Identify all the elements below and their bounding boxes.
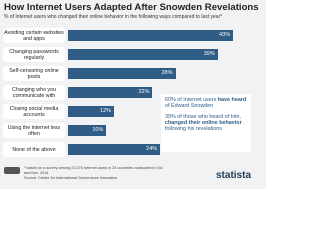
y-tick-label: Self-censoring online posts <box>3 66 65 81</box>
value-label: 28% <box>161 70 173 76</box>
annotation-text: of Edward Snowden <box>165 103 214 110</box>
annotation-text: have heard <box>217 97 247 103</box>
y-tick-label: Closing social media accounts <box>3 104 65 119</box>
bar <box>68 106 115 117</box>
annotation-text: following his revelations <box>165 126 222 133</box>
source: Source: Centre for International Governa… <box>24 176 118 180</box>
value-label: 24% <box>146 146 158 152</box>
value-label: 12% <box>100 108 112 114</box>
bar <box>68 49 218 60</box>
bar <box>68 144 161 155</box>
y-tick-label: Using the internet less often <box>3 123 65 138</box>
brand-logo: statista <box>216 170 252 181</box>
annotation-text: 60% of Internet users <box>165 97 218 103</box>
y-tick-label: Changing passwords regularly <box>3 47 65 62</box>
footnote: * based on a survey among 23,376 Interne… <box>24 166 164 175</box>
value-label: 39% <box>203 51 215 57</box>
y-tick-label: Changing who you communicate with <box>3 85 65 100</box>
bar <box>68 125 107 136</box>
bar <box>68 30 234 41</box>
annotation: 60% of Internet users have heard of Edwa… <box>165 97 247 110</box>
annotation-text: changed their online behavior <box>165 119 242 126</box>
annotation-text: 39% of those who heard of him, <box>165 113 241 120</box>
bar <box>68 68 176 79</box>
chart-title: How Internet Users Adapted After Snowden… <box>4 2 259 13</box>
y-tick-label: None of the above <box>3 142 65 157</box>
chart: How Internet Users Adapted After Snowden… <box>0 0 266 189</box>
license-icon <box>4 167 20 174</box>
subtitle: % of Internet users who changed their on… <box>4 14 223 20</box>
value-label: 10% <box>92 127 104 133</box>
value-label: 22% <box>138 89 150 95</box>
y-tick-label: Avoiding certain websites and apps <box>3 28 65 43</box>
value-label: 43% <box>219 32 231 38</box>
annotation-box: 60% of Internet users have heard of Edwa… <box>161 94 251 152</box>
annotation: 39% of those who heard of him, changed t… <box>165 114 247 133</box>
bar <box>68 87 153 98</box>
